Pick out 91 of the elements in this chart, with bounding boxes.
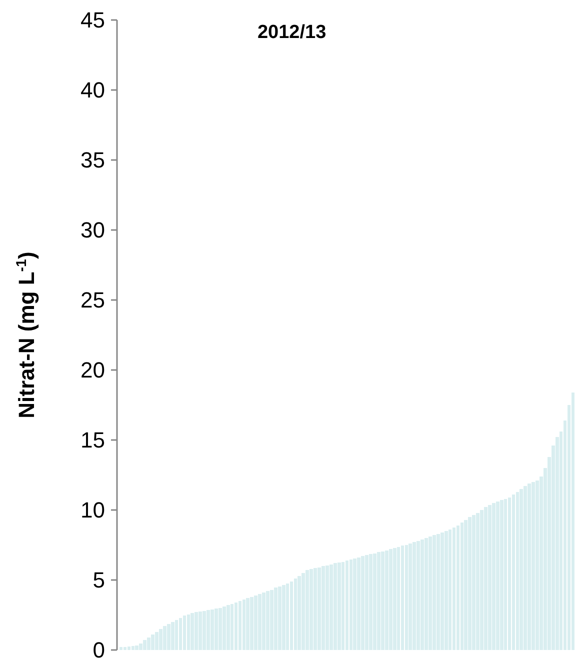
bar [190,612,194,650]
bar [384,550,388,650]
bar [254,595,258,650]
bar [166,624,170,650]
bar [536,480,539,650]
chart-title: 2012/13 [257,22,326,43]
bar [314,568,317,650]
bar [246,598,250,650]
bar [298,576,302,650]
bar [222,606,226,650]
bar [412,542,416,650]
bar [214,608,218,650]
bar [337,562,341,650]
bar [151,634,154,650]
bar [416,540,420,650]
bar [218,608,222,650]
bar [159,629,162,650]
y-tick-label: 45 [80,8,105,33]
bar [420,539,424,650]
bar [424,538,428,650]
bar [194,612,198,650]
bar [388,549,392,650]
bar [484,507,488,650]
bar [318,567,321,650]
bar [357,558,361,650]
bar [262,592,266,650]
bar [480,510,484,650]
bar [147,637,150,650]
bar [325,565,329,650]
bar [282,584,286,650]
bar [266,591,270,650]
bar [329,564,333,650]
bar [365,554,369,650]
bar [488,505,492,650]
bar [369,554,372,650]
bar [353,558,357,650]
bar [472,514,476,650]
bar [428,536,432,650]
bar [170,622,174,650]
y-tick-label: 0 [92,638,105,663]
bar [274,588,278,650]
bar [135,646,139,650]
bar [520,489,524,650]
bar [139,644,143,650]
bar [500,500,504,650]
y-tick-label: 10 [80,498,105,523]
bar [302,573,306,650]
bar [226,605,230,650]
bar [131,646,135,650]
bar [468,517,472,650]
bar [202,610,206,650]
bar [198,612,202,650]
bar [322,566,325,650]
bar [408,544,412,650]
bar [258,594,262,650]
y-tick-label: 40 [80,78,105,103]
bar [380,551,384,650]
bar [143,640,147,650]
bar [210,609,214,650]
bar [310,568,314,650]
bar [532,482,535,650]
bar [206,610,210,650]
bar [119,647,123,650]
bar [333,563,337,650]
y-tick-label: 15 [80,428,105,453]
bar [440,532,444,650]
y-tick-label: 25 [80,288,105,313]
bar [361,556,365,650]
bar [182,616,186,650]
bar [432,535,436,650]
y-tick-label: 20 [80,358,105,383]
bar [278,586,282,650]
bar [270,590,274,650]
bar [373,553,376,650]
bar [496,502,500,650]
bar [306,570,310,650]
bar [444,531,448,650]
bar [492,503,496,650]
bar [528,483,532,650]
bar [524,486,528,650]
bar [250,596,254,650]
bar [162,626,166,650]
bar [464,520,468,650]
bar [436,534,440,650]
bar [155,632,158,650]
y-tick-label: 30 [80,218,105,243]
bar [476,512,480,650]
bar [377,552,380,650]
y-tick-label: 5 [92,568,105,593]
y-tick-label: 35 [80,148,105,173]
bar [392,548,396,650]
